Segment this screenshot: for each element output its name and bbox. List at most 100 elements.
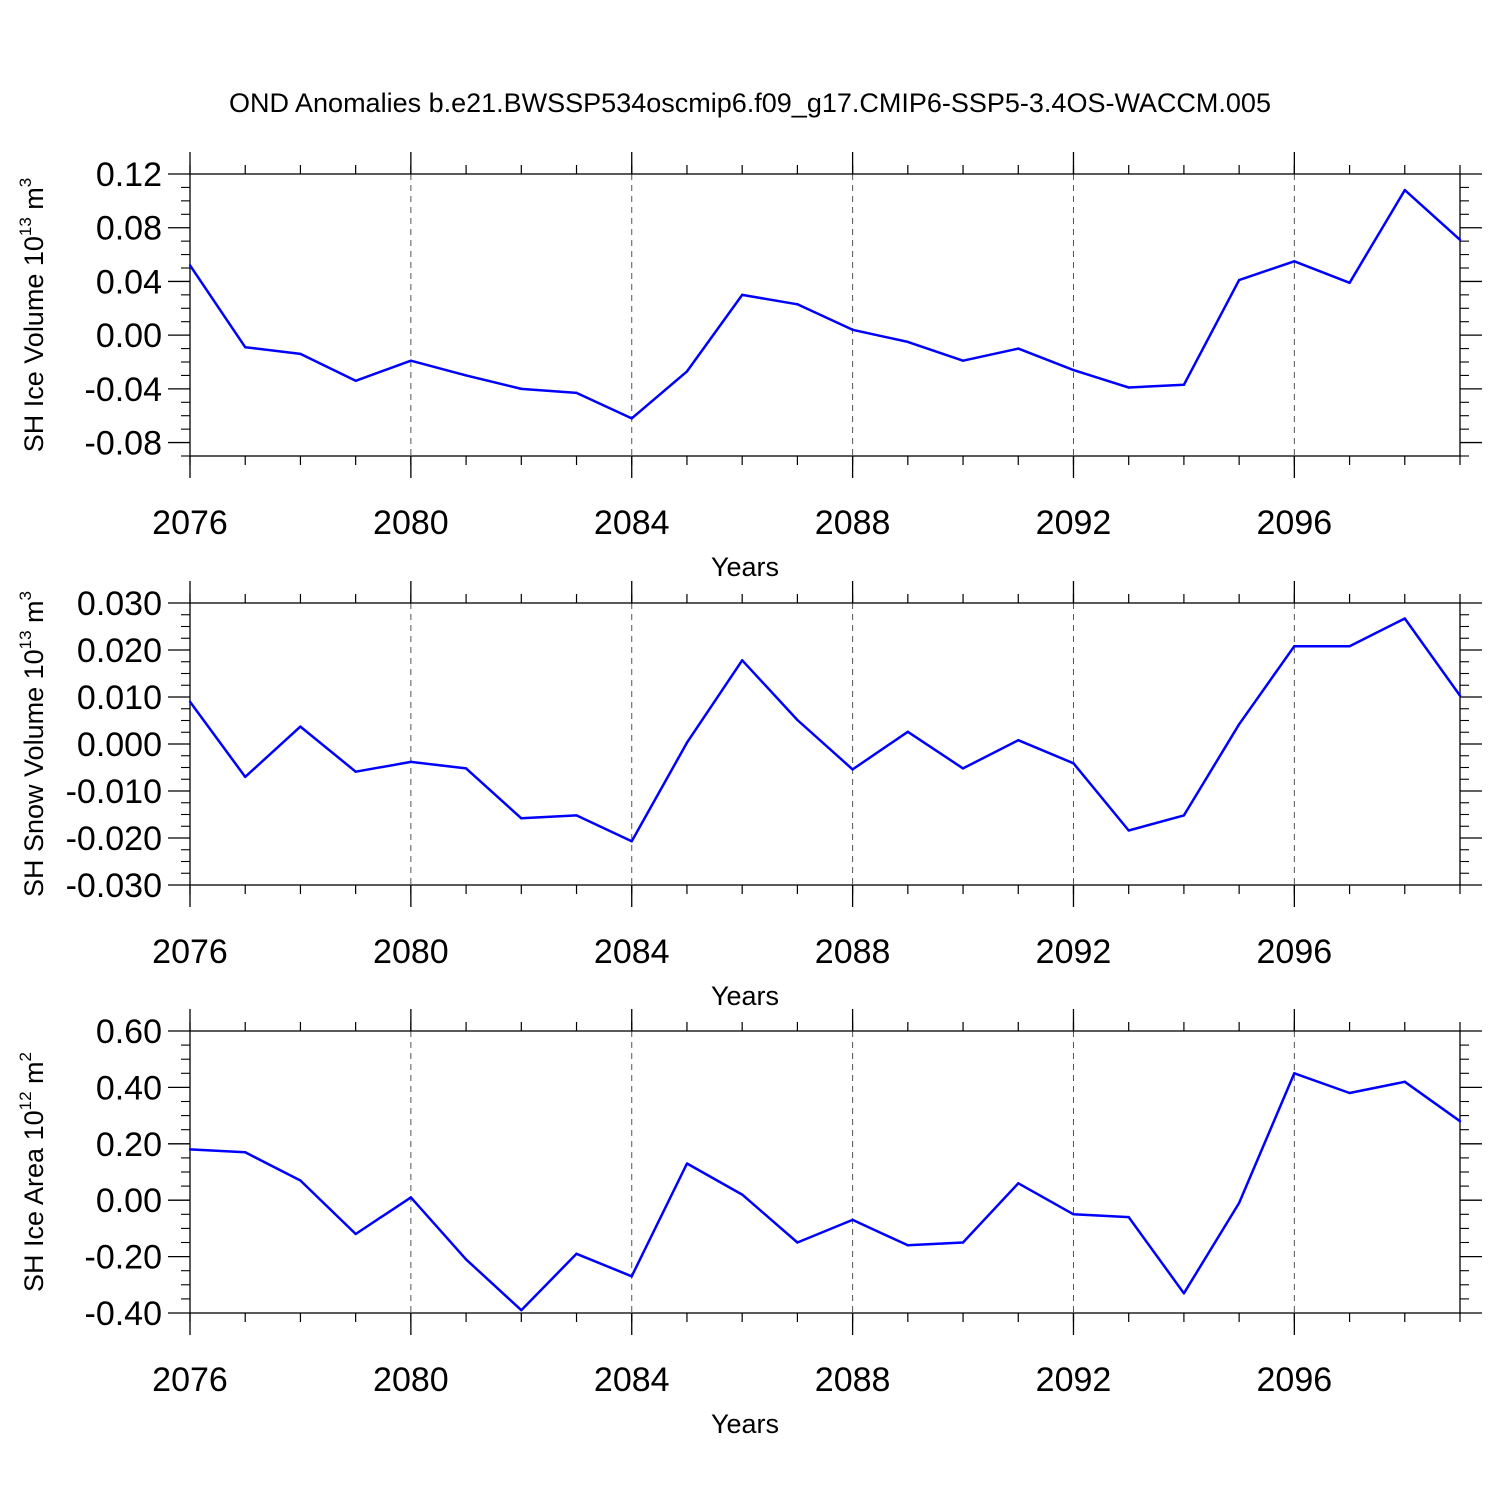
y-tick-label: 0.000 [77,726,162,764]
x-tick-label: 2092 [1036,933,1112,971]
data-point [299,352,302,356]
data-point [575,814,578,817]
data-point [1237,1201,1241,1205]
data-point [409,359,413,362]
x-tick-label: 2092 [1036,1361,1112,1399]
data-point [1458,694,1462,697]
data-point [1293,260,1296,263]
data-point [1182,383,1186,387]
x-tick-label: 2080 [373,504,449,542]
y-tick-label: -0.010 [66,773,162,811]
x-tick-label: 2096 [1257,504,1333,542]
data-point [906,340,910,344]
data-point [740,659,744,662]
y-axis-label: SH Ice Volume 1013 m3 [16,178,49,453]
data-point [630,417,633,420]
y-axis-label-unit-exponent: 2 [16,1052,35,1061]
data-point [1403,188,1406,192]
data-point [961,1241,965,1244]
y-axis-label: SH Snow Volume 1013 m3 [16,591,49,897]
y-tick-label: 0.030 [77,585,162,623]
x-tick-label: 2076 [152,1361,228,1399]
y-tick-label: -0.40 [85,1295,163,1333]
data-point [906,1244,910,1247]
data-point [188,264,192,267]
data-point [1348,281,1351,284]
data-point [520,1308,523,1312]
data-point [685,1162,689,1165]
y-tick-label: 0.010 [77,679,162,717]
y-tick-label: -0.04 [85,371,163,409]
data-point [1017,347,1020,350]
y-tick-label: 0.20 [96,1126,162,1164]
y-axis-label-unit: m [19,600,49,630]
x-tick-label: 2076 [152,504,228,542]
y-tick-label: 0.12 [96,156,162,194]
y-axis-label-main: SH Snow Volume 10 [19,649,49,897]
data-point [1403,1080,1406,1083]
y-axis-label-main: SH Ice Volume 10 [19,236,49,452]
y-axis-label-exponent: 13 [16,217,35,236]
data-point [1403,617,1406,620]
x-tick-label: 2088 [815,933,891,971]
y-axis-label-main: SH Ice Area 10 [19,1110,49,1292]
data-point [1348,1091,1351,1095]
y-tick-label: 0.08 [96,210,162,248]
x-tick-label: 2096 [1257,1361,1333,1399]
data-point [1237,723,1241,726]
series-line [188,188,1461,420]
data-point [1458,238,1462,241]
data-point [1293,1072,1296,1075]
y-tick-label: 0.00 [96,1182,162,1220]
x-axis-label: Years [711,1409,779,1439]
x-tick-label: 2080 [373,933,449,971]
data-point [906,730,910,733]
y-tick-label: -0.020 [66,820,162,858]
y-tick-label: -0.20 [85,1239,163,1277]
data-point [244,775,247,779]
chart-panel-3: 2076 2080 2084 2088 2092 2096 0.60 0.40 0.20 0.00… [16,1009,1482,1439]
x-tick-label: 2084 [594,1361,670,1399]
data-point [630,840,633,843]
y-tick-label: 0.60 [96,1013,162,1051]
data-point [354,1232,357,1236]
y-tick-label: 0.40 [96,1069,162,1107]
data-point [961,767,965,770]
data-point [575,1252,578,1255]
data-point [796,718,799,722]
y-axis-label-unit-exponent: 3 [16,178,35,187]
y-axis-label-exponent: 13 [16,630,35,649]
data-point [244,1151,247,1154]
data-point [1127,1215,1130,1219]
data-point [1348,645,1351,648]
y-axis-label-exponent: 12 [16,1091,35,1110]
data-point [851,328,854,331]
data-point [685,741,689,744]
data-point [409,1196,413,1199]
data-point [244,346,247,349]
x-axis-label: Years [711,552,779,582]
data-point [1458,1120,1462,1123]
x-tick-label: 2088 [815,504,891,542]
y-tick-label: -0.030 [66,867,162,905]
data-point [464,1258,468,1261]
x-axis-label: Years [711,981,779,1011]
data-point [1072,1213,1075,1216]
data-point [354,379,357,382]
data-point [796,1241,799,1244]
y-axis-label-unit: m [19,1061,49,1091]
y-axis-label-unit-exponent: 3 [16,591,35,600]
data-point [1127,829,1130,832]
data-point [299,725,302,728]
y-axis-label: SH Ice Area 1012 m2 [16,1052,49,1292]
data-point [1017,739,1020,742]
chart-title: OND Anomalies b.e21.BWSSP534oscmip6.f09_… [229,88,1271,118]
series-line [189,1072,1461,1312]
data-point [354,770,357,773]
series-line [188,617,1462,843]
data-point [1237,278,1241,282]
data-point [1017,1182,1020,1185]
plot-frame [189,1030,1461,1314]
chart-panel-1: 2076 2080 2084 2088 2092 2096 0.12 0.08 0.04 0.00… [16,152,1482,582]
data-point [520,387,523,391]
